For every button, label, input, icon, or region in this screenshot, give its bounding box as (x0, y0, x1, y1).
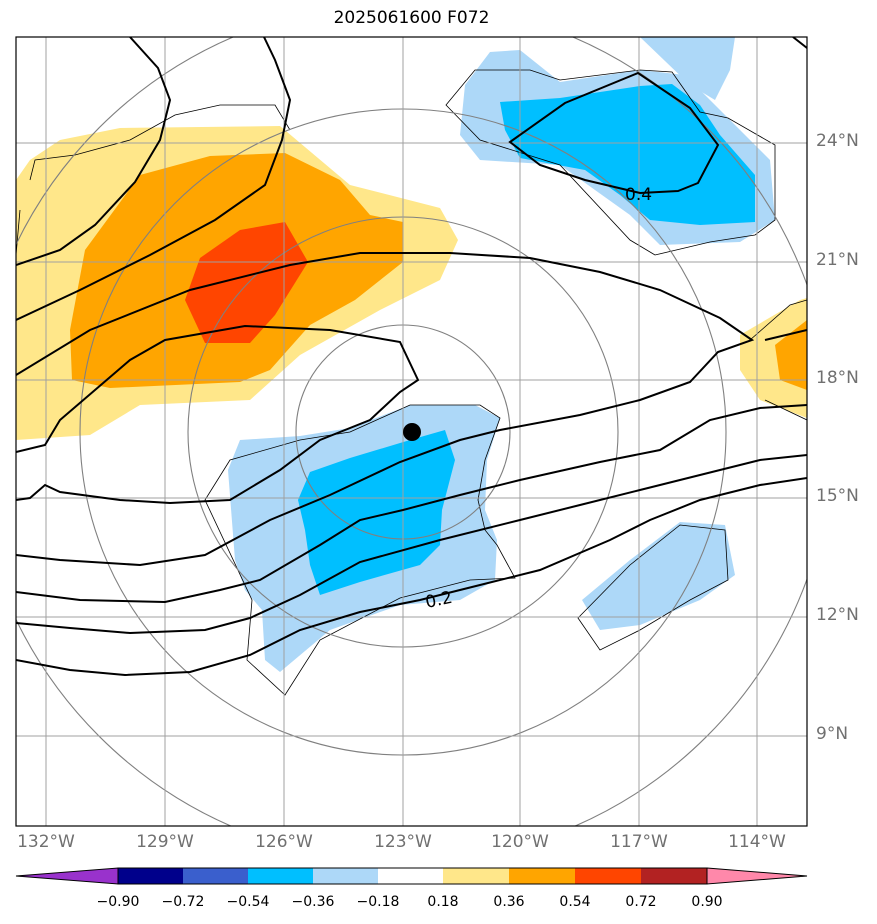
colorbar-tick: −0.72 (161, 894, 205, 910)
lon-label-129w: 129°W (136, 832, 194, 852)
lon-label-117w: 117°W (610, 832, 668, 852)
graticule (16, 37, 807, 826)
colorbar (15, 867, 808, 885)
contour-label-0-4: 0.4 (625, 185, 652, 205)
lat-label-18n: 18°N (816, 368, 859, 388)
lon-label-120w: 120°W (491, 832, 549, 852)
colorbar-tick: −0.18 (356, 894, 400, 910)
lon-label-114w: 114°W (728, 832, 786, 852)
thin-contours (16, 69, 807, 696)
contour-label-0-2: 0.2 (424, 588, 455, 613)
lat-label-15n: 15°N (816, 486, 859, 506)
colorbar-tick: 0.72 (625, 894, 657, 910)
lat-label-21n: 21°N (816, 250, 859, 270)
colorbar-tick: −0.36 (291, 894, 335, 910)
storm-center-marker (403, 423, 421, 441)
lon-label-123w: 123°W (374, 832, 432, 852)
lon-label-126w: 126°W (255, 832, 313, 852)
lat-label-24n: 24°N (816, 131, 859, 151)
negative-anomaly-fill (228, 37, 775, 672)
lat-label-9n: 9°N (816, 724, 849, 744)
colorbar-tick: 0.36 (493, 894, 525, 910)
lon-label-132w: 132°W (17, 832, 75, 852)
colorbar-tick: 0.54 (559, 894, 591, 910)
colorbar-tick: −0.90 (96, 894, 140, 910)
colorbar-tick: −0.54 (226, 894, 270, 910)
bold-contours (16, 37, 807, 677)
lat-label-12n: 12°N (816, 605, 859, 625)
colorbar-tick: 0.18 (427, 894, 459, 910)
colorbar-tick: 0.90 (691, 894, 723, 910)
positive-anomaly-fill (16, 126, 807, 440)
map-frame (15, 36, 808, 827)
map-title: 2025061600 F072 (333, 8, 490, 28)
